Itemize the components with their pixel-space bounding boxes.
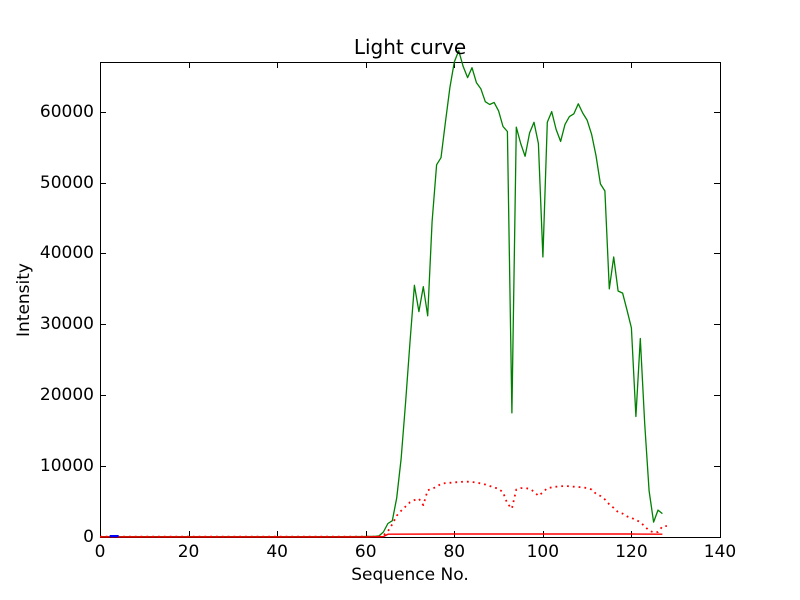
x-tick-label: 20 xyxy=(177,542,200,562)
x-tick-label: 40 xyxy=(266,542,288,562)
y-tick-label: 50000 xyxy=(39,172,94,193)
x-tick-label: 80 xyxy=(443,542,466,562)
y-tick-label: 10000 xyxy=(39,456,94,477)
x-axis-label: Sequence No. xyxy=(351,565,469,585)
y-tick-label: 60000 xyxy=(39,101,94,122)
x-tick-label: 100 xyxy=(526,542,560,562)
y-tick-label: 0 xyxy=(83,527,94,547)
axes-frame xyxy=(100,62,721,538)
x-tick-label: 0 xyxy=(94,542,106,562)
series-secondary-light-curve-dotted xyxy=(100,480,667,538)
x-tick-label: 60 xyxy=(354,542,377,562)
series-main-light-curve xyxy=(100,50,663,538)
y-tick-label: 30000 xyxy=(39,314,94,335)
chart-title: Light curve xyxy=(353,35,467,59)
x-tick-label: 120 xyxy=(615,542,648,562)
y-tick-label: 20000 xyxy=(39,385,94,406)
series-baseline-red-solid xyxy=(100,533,663,538)
y-tick-label: 40000 xyxy=(39,243,94,264)
x-tick-label: 140 xyxy=(703,542,737,562)
